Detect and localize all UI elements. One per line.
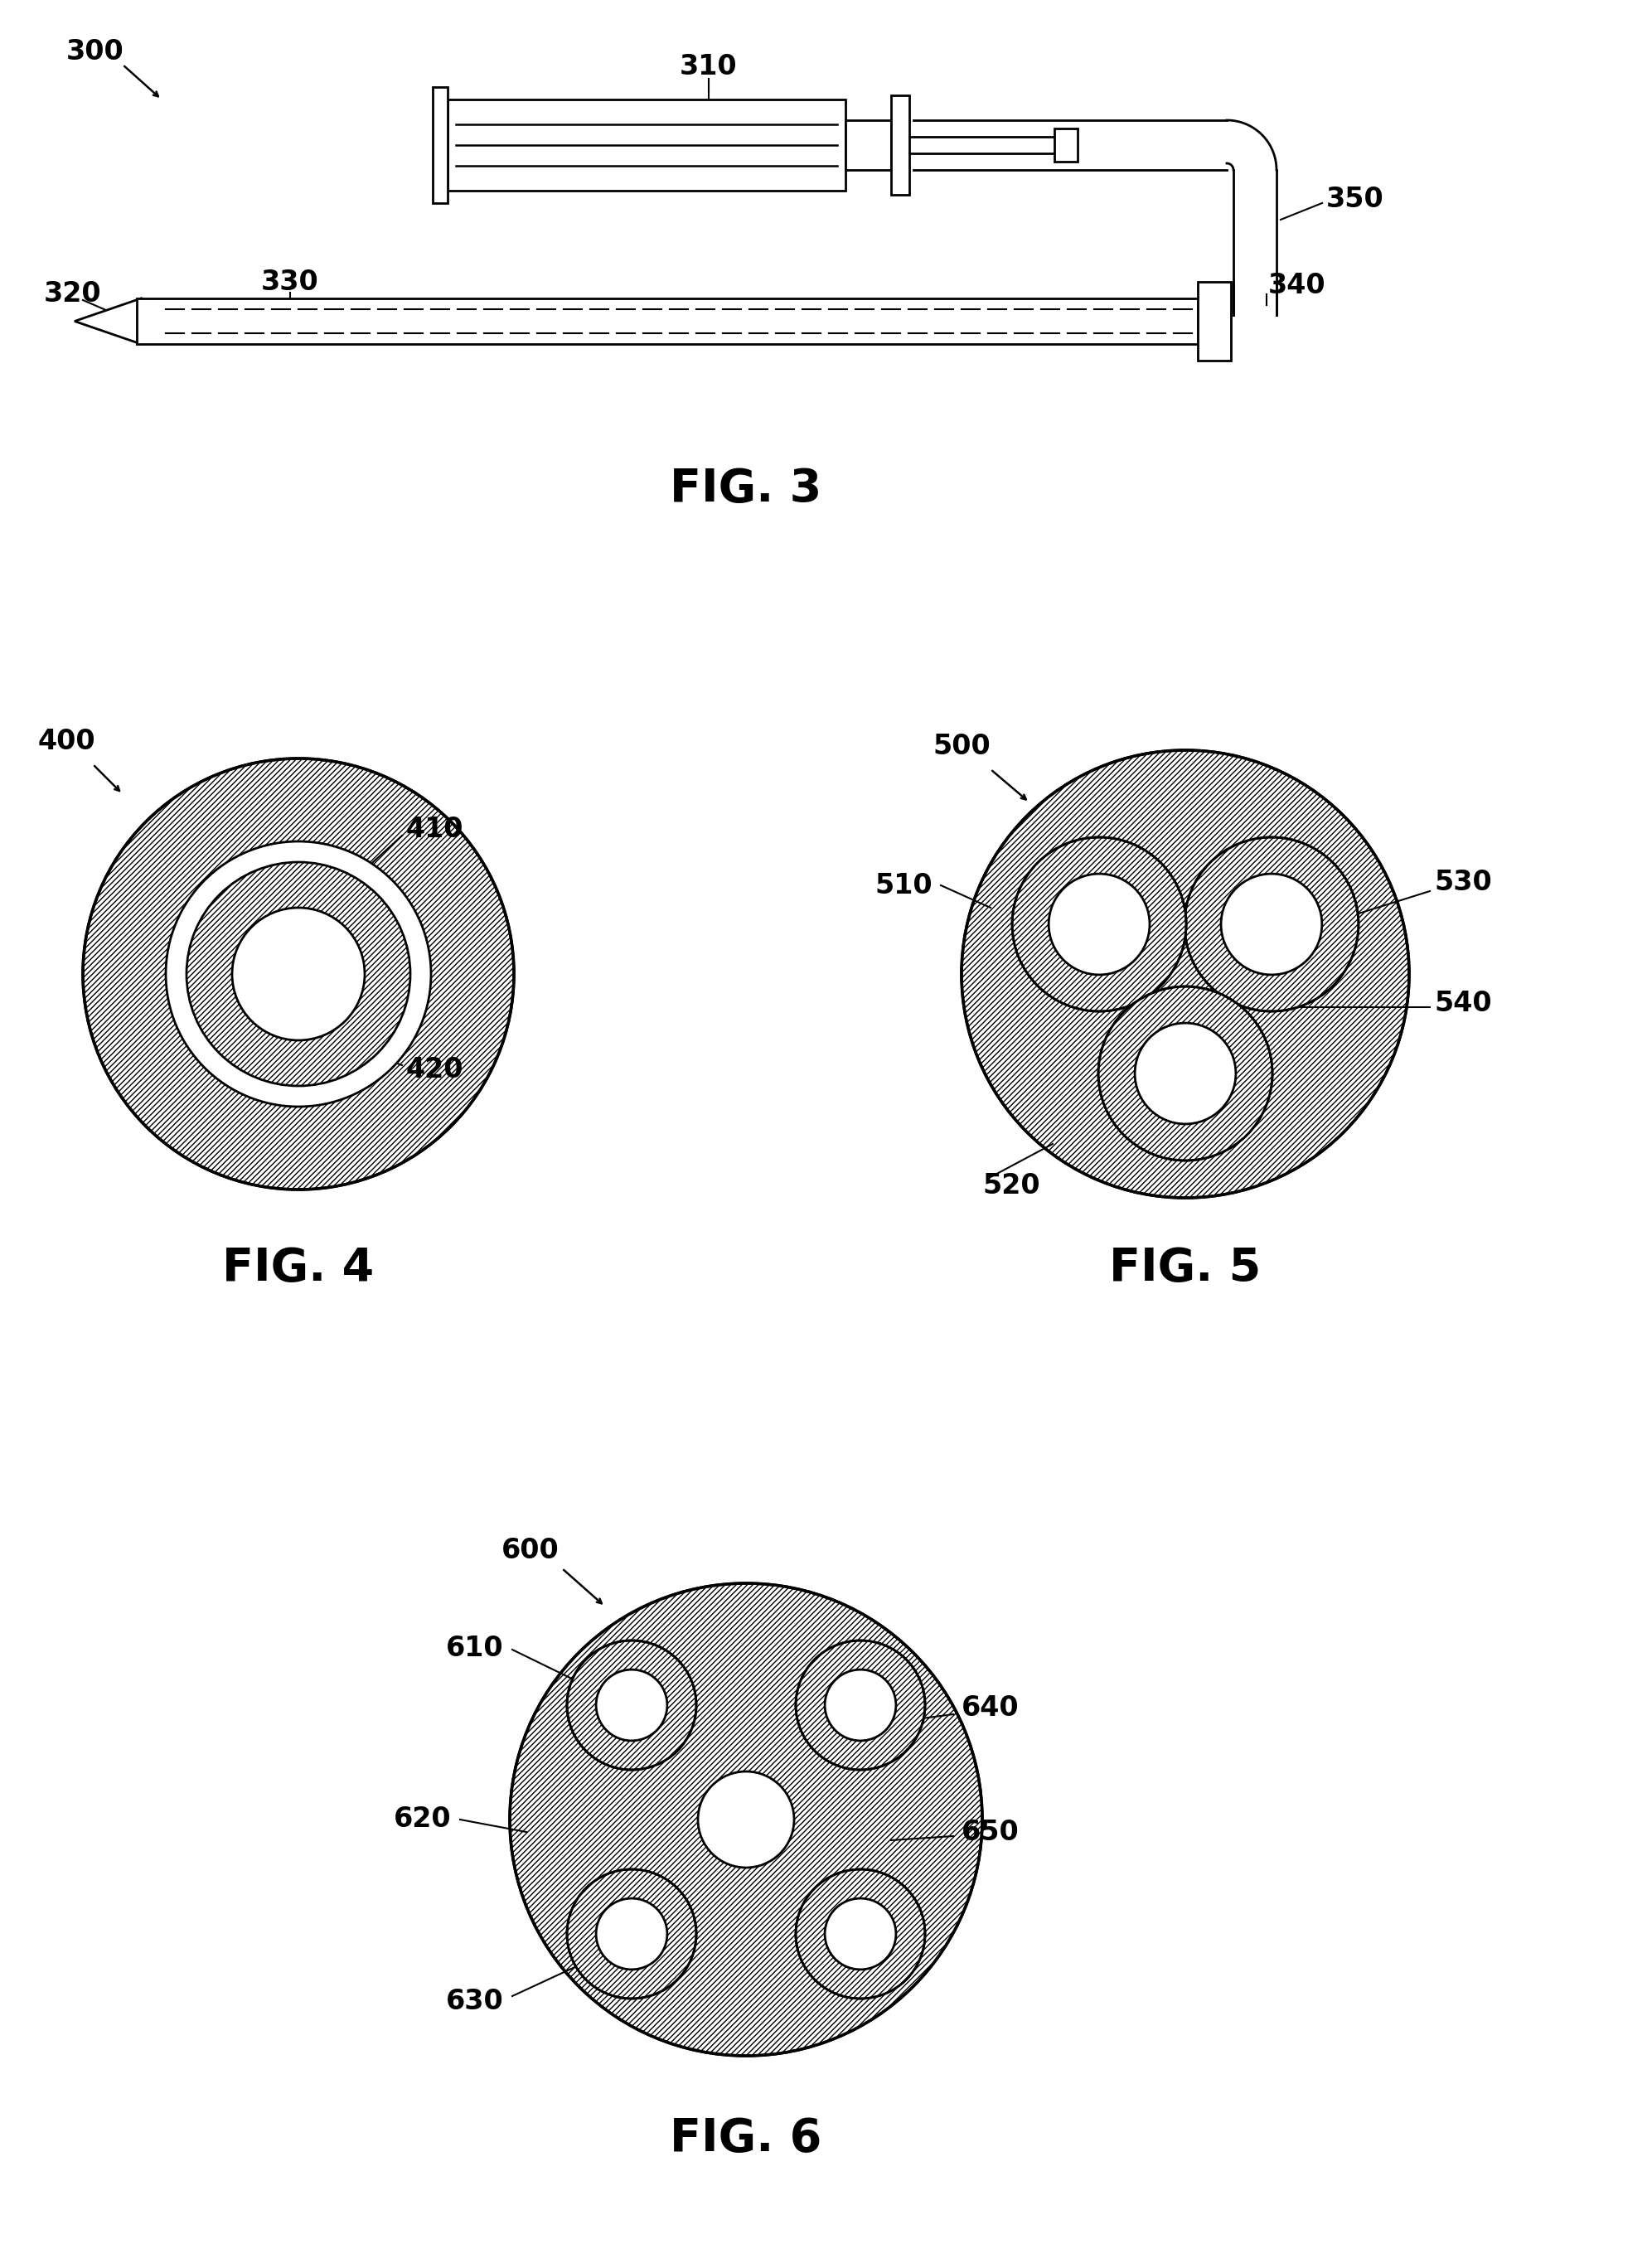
Polygon shape (74, 299, 140, 345)
Circle shape (596, 1898, 667, 1969)
Text: 420: 420 (406, 1055, 464, 1084)
Circle shape (567, 1869, 695, 1998)
Text: FIG. 3: FIG. 3 (671, 467, 823, 513)
Circle shape (1013, 837, 1186, 1012)
Circle shape (824, 1898, 895, 1969)
Circle shape (231, 907, 365, 1041)
Text: FIG. 6: FIG. 6 (671, 2116, 823, 2161)
Bar (448, 100, 846, 191)
Text: 350: 350 (1327, 186, 1384, 213)
Bar (1054, 129, 1077, 161)
Circle shape (1184, 837, 1358, 1012)
Text: 300: 300 (66, 39, 124, 66)
Text: 320: 320 (45, 281, 102, 308)
Text: FIG. 4: FIG. 4 (223, 1245, 375, 1290)
Text: 610: 610 (446, 1635, 504, 1662)
Text: 620: 620 (395, 1805, 451, 1833)
Circle shape (83, 758, 514, 1188)
Circle shape (567, 1640, 695, 1769)
Circle shape (796, 1640, 925, 1769)
Circle shape (1049, 873, 1150, 975)
Text: 630: 630 (446, 1989, 504, 2016)
Text: 600: 600 (502, 1535, 560, 1565)
Circle shape (697, 1771, 795, 1867)
Text: 540: 540 (1434, 989, 1492, 1016)
Text: FIG. 5: FIG. 5 (1110, 1245, 1260, 1290)
Bar (137, 299, 1198, 345)
Text: 400: 400 (38, 728, 96, 755)
Text: 340: 340 (1269, 272, 1327, 299)
Circle shape (824, 1669, 895, 1742)
Circle shape (1135, 1023, 1236, 1125)
Circle shape (510, 1583, 983, 2055)
Text: 640: 640 (961, 1694, 1019, 1721)
Circle shape (165, 841, 431, 1107)
Bar (846, 120, 890, 170)
Circle shape (1221, 873, 1322, 975)
Circle shape (796, 1869, 925, 1998)
Text: 500: 500 (933, 733, 991, 760)
Text: 650: 650 (961, 1819, 1019, 1846)
Circle shape (596, 1669, 667, 1742)
Text: 330: 330 (261, 268, 319, 295)
Text: 520: 520 (983, 1173, 1041, 1200)
Circle shape (961, 751, 1409, 1198)
Bar (433, 86, 448, 204)
Text: 310: 310 (681, 52, 737, 79)
Text: 410: 410 (406, 814, 464, 844)
Bar (1198, 281, 1231, 361)
Circle shape (1099, 987, 1272, 1161)
Text: 510: 510 (876, 871, 932, 898)
Text: 530: 530 (1434, 869, 1492, 896)
Bar (890, 95, 909, 195)
